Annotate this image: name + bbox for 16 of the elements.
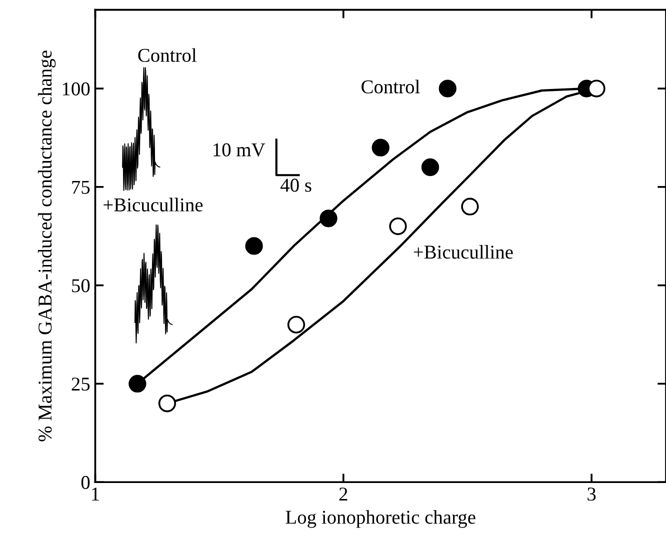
annotation: Control [362,80,420,94]
y-tick-label: 100 [62,82,90,96]
y-tick-label: 50 [72,279,90,292]
x-tick-label: 3 [588,488,596,501]
x-axis-title: Log ionophoretic charge [286,510,476,528]
annotation: Control [138,48,196,62]
y-tick-label: 0 [81,476,90,490]
x-tick-label: 2 [339,488,348,500]
annotation: 10 mV [214,143,266,156]
annotation: +Bicuculline [104,198,203,212]
annotation: 40 s [280,178,312,192]
x-tick-label: 1 [92,488,99,500]
annotation: +Bicuculline [414,245,513,259]
y-tick-label: 25 [72,378,90,391]
y-axis-title: % Maximum GABA-induced conductance change [38,50,56,442]
y-tick-label: 75 [72,180,90,194]
